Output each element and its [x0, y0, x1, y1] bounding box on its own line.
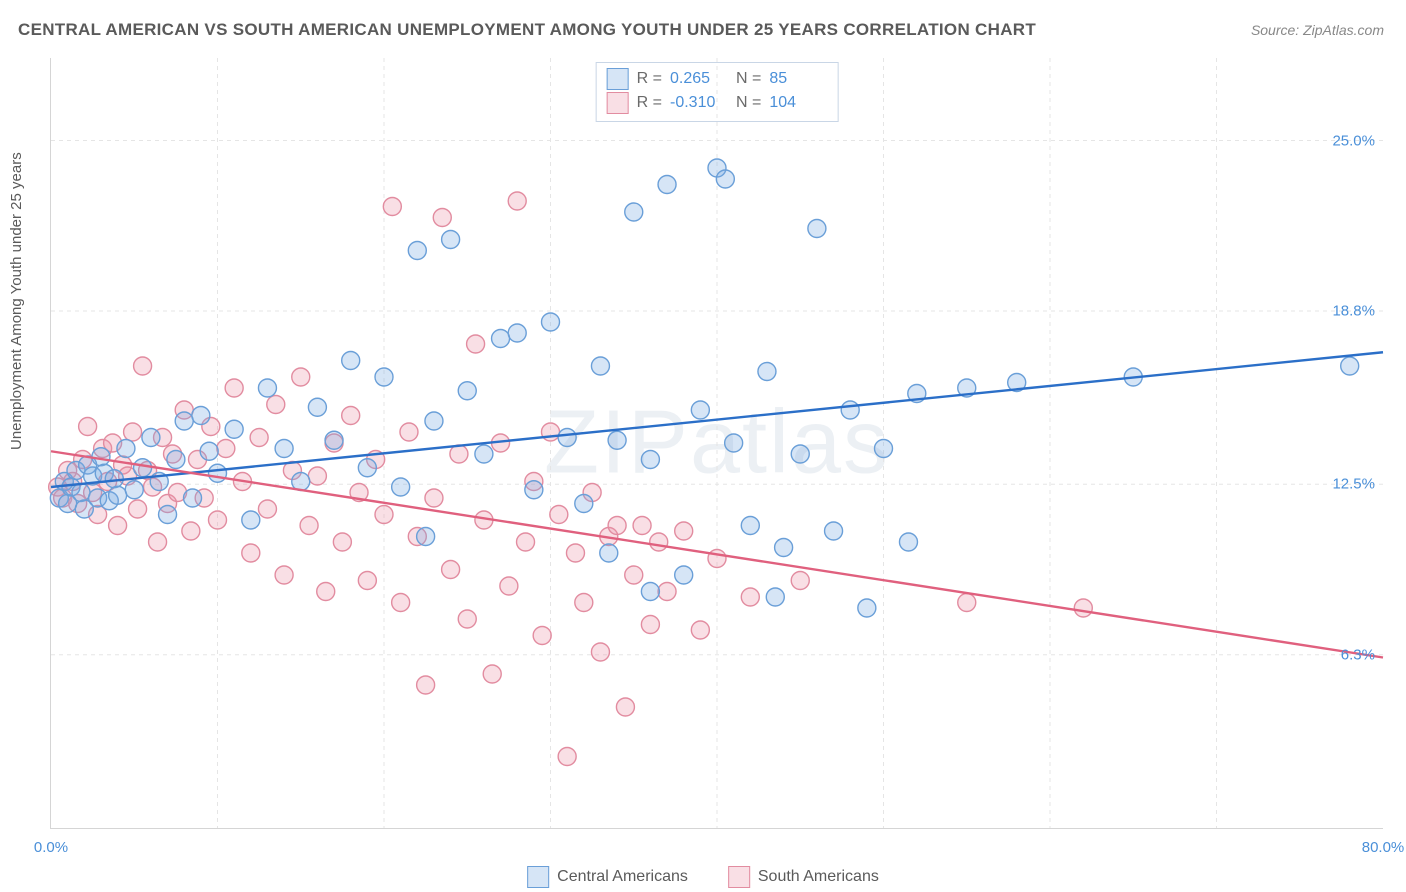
legend-label-series2: South Americans: [758, 868, 879, 886]
plot-area: ZIPatlas R = 0.265 N = 85 R = -0.310 N =…: [50, 58, 1383, 829]
x-tick-label: 0.0%: [34, 839, 68, 856]
source-attribution: Source: ZipAtlas.com: [1251, 22, 1384, 38]
chart-title: CENTRAL AMERICAN VS SOUTH AMERICAN UNEMP…: [18, 20, 1036, 40]
legend-label-series1: Central Americans: [557, 868, 688, 886]
legend-item-series2: South Americans: [728, 866, 879, 888]
y-tick-label: 6.3%: [1341, 646, 1375, 663]
y-tick-label: 12.5%: [1332, 476, 1375, 493]
legend-item-series1: Central Americans: [527, 866, 688, 888]
chart-svg: [51, 58, 1383, 828]
y-tick-label: 25.0%: [1332, 132, 1375, 149]
y-tick-label: 18.8%: [1332, 303, 1375, 320]
x-tick-label: 80.0%: [1362, 839, 1405, 856]
legend-swatch-series2: [728, 866, 750, 888]
y-axis-label: Unemployment Among Youth under 25 years: [8, 152, 25, 450]
legend-swatch-series1: [527, 866, 549, 888]
bottom-legend: Central Americans South Americans: [527, 866, 879, 888]
